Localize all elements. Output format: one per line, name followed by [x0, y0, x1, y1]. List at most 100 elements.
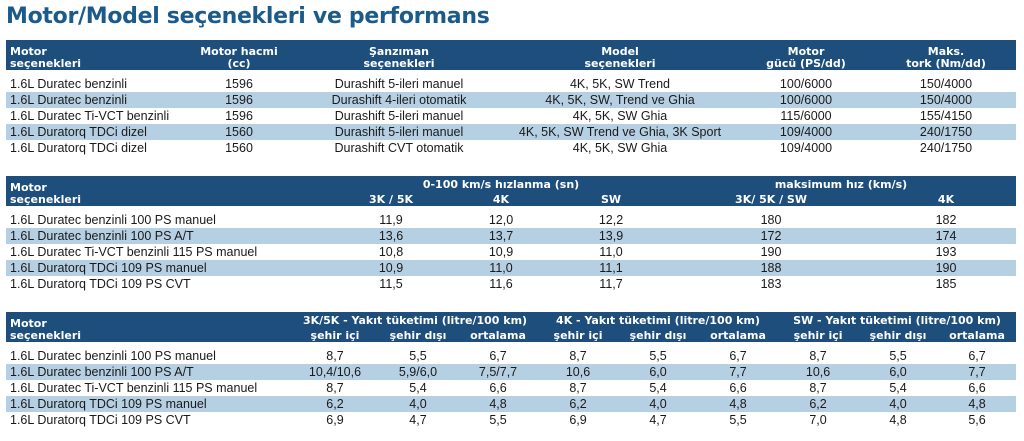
page-title: Motor/Model seçenekleri ve performans	[6, 4, 490, 29]
cell-value: 172	[760, 229, 782, 243]
table-row: 1.6L Duratec Ti-VCT benzinli 1596 Durashif…	[6, 108, 1016, 124]
cell-value: 4,8	[489, 397, 507, 411]
cell-value: 4K, 5K, SW Trend ve Ghia, 3K Sport	[518, 125, 722, 139]
cell-value: 10,9	[378, 261, 404, 275]
cell-value: 11,0	[489, 261, 513, 275]
header-sw: SW	[600, 193, 622, 206]
row-label: 1.6L Duratec Ti-VCT benzinli 115 PS manu…	[10, 381, 258, 395]
cell-value: 7,5/7,7	[478, 365, 518, 379]
cell-value: 5,6	[968, 413, 986, 427]
header-motor: Motor seçenekleri	[10, 181, 82, 206]
table-row: 1.6L Duratec Ti-VCT benzinli 115 PS manu…	[6, 244, 1016, 260]
cell-value: 182	[935, 213, 957, 227]
row-label: 1.6L Duratorq TDCi dizel	[10, 141, 147, 155]
cell-value: 6,6	[968, 381, 986, 395]
table-row: 1.6L Duratec benzinli 100 PS A/T 10,4/10,…	[6, 364, 1017, 380]
header-torque: Maks. tork (Nm/dd)	[906, 45, 986, 70]
cell-value: 1560	[225, 125, 253, 139]
cell-value: 8,7	[326, 381, 344, 395]
cell-value: 13,6	[378, 229, 404, 243]
header-max-speed: maksimum hız (km/s)	[774, 178, 908, 191]
cell-value: 1560	[225, 141, 253, 155]
table-row: 1.6L Duratorq TDCi 109 PS manuel 10,9 11,0…	[6, 260, 1017, 276]
cell-value: 109/4000	[779, 141, 833, 155]
cell-value: 8,7	[809, 349, 827, 363]
cell-value: 4K, 5K, SW Trend	[569, 77, 671, 91]
cell-value: 7,7	[968, 365, 986, 379]
header-model: Model seçenekleri	[584, 45, 656, 70]
cell-value: 100/6000	[779, 93, 833, 107]
cell-value: 12,0	[488, 213, 514, 227]
row-label: 1.6L Duratec benzinli	[10, 77, 127, 91]
header-3k5ksw: 3K/ 5K / SW	[735, 193, 807, 206]
header-highway: şehir dışı	[389, 329, 447, 342]
header-city: şehir içi	[793, 329, 843, 342]
cell-value: 150/4000	[919, 93, 973, 107]
table-row: 1.6L Duratec benzinli 100 PS manuel 8,7 5,…	[6, 348, 1016, 364]
cell-value: 193	[935, 245, 957, 259]
table-row: 1.6L Duratorq TDCi 109 PS CVT 11,5 11,6 11,…	[6, 276, 1016, 292]
cell-value: 4K, 5K, SW Ghia	[572, 141, 668, 155]
cell-value: 183	[760, 277, 782, 291]
table-row: 1.6L Duratec benzinli 100 PS A/T 13,6 13,7…	[6, 228, 1017, 244]
cell-value: 5,5	[409, 349, 427, 363]
header-average: ortalama	[710, 329, 766, 342]
cell-value: 11,6	[489, 277, 513, 291]
table-row: 1.6L Duratorq TDCi dizel 1560 Durashift 5-…	[6, 124, 1016, 140]
cell-value: 7,7	[729, 365, 747, 379]
header-row: Motor seçenekleri 3K/5K - Yakıt tüketimi …	[6, 312, 1017, 342]
header-row: Motor seçenekleri Motor hacmi (cc) Şanzıma…	[6, 40, 1016, 70]
cell-value: 10,9	[488, 245, 514, 259]
cell-value: 6,6	[489, 381, 507, 395]
table-body: 1.6L Duratec benzinli 1596 Durashift 5-ile…	[6, 70, 1016, 156]
cell-value: 6,2	[569, 397, 587, 411]
cell-value: Durashift 5-ileri manuel	[334, 125, 464, 139]
cell-value: 10,6	[805, 365, 831, 379]
cell-value: 13,9	[598, 229, 624, 243]
row-label: 1.6L Duratorq TDCi 109 PS manuel	[10, 261, 207, 275]
cell-value: 11,0	[599, 245, 623, 259]
cell-value: 4,8	[968, 397, 986, 411]
engine-model-table: Motor seçenekleri Motor hacmi (cc) Şanzıma…	[6, 40, 1016, 156]
cell-value: Durashift CVT otomatik	[334, 141, 464, 155]
header-3k5k: 3K / 5K	[368, 193, 414, 206]
cell-value: 5,5	[729, 413, 747, 427]
cell-value: 5,4	[409, 381, 427, 395]
cell-value: 5,5	[649, 349, 667, 363]
header-sw-fuel: SW - Yakıt tüketimi (litre/100 km)	[793, 314, 1001, 327]
cell-value: 180	[760, 213, 782, 227]
cell-value: 8,7	[326, 349, 344, 363]
cell-value: 5,5	[889, 349, 907, 363]
table-row: 1.6L Duratec benzinli 1596 Durashift 4-ile…	[6, 92, 1016, 108]
performance-table: Motor seçenekleri 0-100 km/s hızlanma (sn…	[6, 176, 1017, 292]
header-acceleration: 0-100 km/s hızlanma (sn)	[422, 178, 580, 191]
cell-value: 190	[935, 261, 957, 275]
cell-value: 5,4	[649, 381, 667, 395]
cell-value: 7,0	[809, 413, 827, 427]
cell-value: 6,9	[569, 413, 587, 427]
cell-value: 4,0	[409, 397, 427, 411]
cell-value: 1596	[225, 77, 253, 91]
row-label: 1.6L Duratec benzinli 100 PS manuel	[10, 213, 216, 227]
cell-value: 4,7	[409, 413, 427, 427]
row-label: 1.6L Duratorq TDCi dizel	[10, 125, 147, 139]
table-row: 1.6L Duratorq TDCi 109 PS manuel 6,2 4,0 4,…	[6, 396, 1017, 412]
table-body: 1.6L Duratec benzinli 100 PS manuel 11,9 1…	[6, 206, 1017, 292]
cell-value: 115/6000	[780, 109, 832, 123]
cell-value: Durashift 4-ileri otomatik	[331, 93, 467, 107]
row-label: 1.6L Duratec benzinli	[10, 93, 127, 107]
cell-value: 5,9/6,0	[398, 365, 438, 379]
cell-value: 190	[760, 245, 782, 259]
cell-value: 10,6	[565, 365, 591, 379]
cell-value: 6,0	[649, 365, 667, 379]
cell-value: 8,7	[569, 381, 587, 395]
header-3k5k-fuel: 3K/5K - Yakıt tüketimi (litre/100 km)	[302, 314, 528, 327]
cell-value: 4,0	[649, 397, 667, 411]
cell-value: 4,0	[889, 397, 907, 411]
cell-value: 6,0	[889, 365, 907, 379]
header-engine-volume: Motor hacmi (cc)	[200, 45, 278, 70]
cell-value: 188	[760, 261, 782, 275]
table-row: 1.6L Duratorq TDCi dizel 1560 Durashift CV…	[6, 140, 1016, 156]
header-average: ortalama	[949, 329, 1005, 342]
cell-value: 11,9	[379, 213, 403, 227]
